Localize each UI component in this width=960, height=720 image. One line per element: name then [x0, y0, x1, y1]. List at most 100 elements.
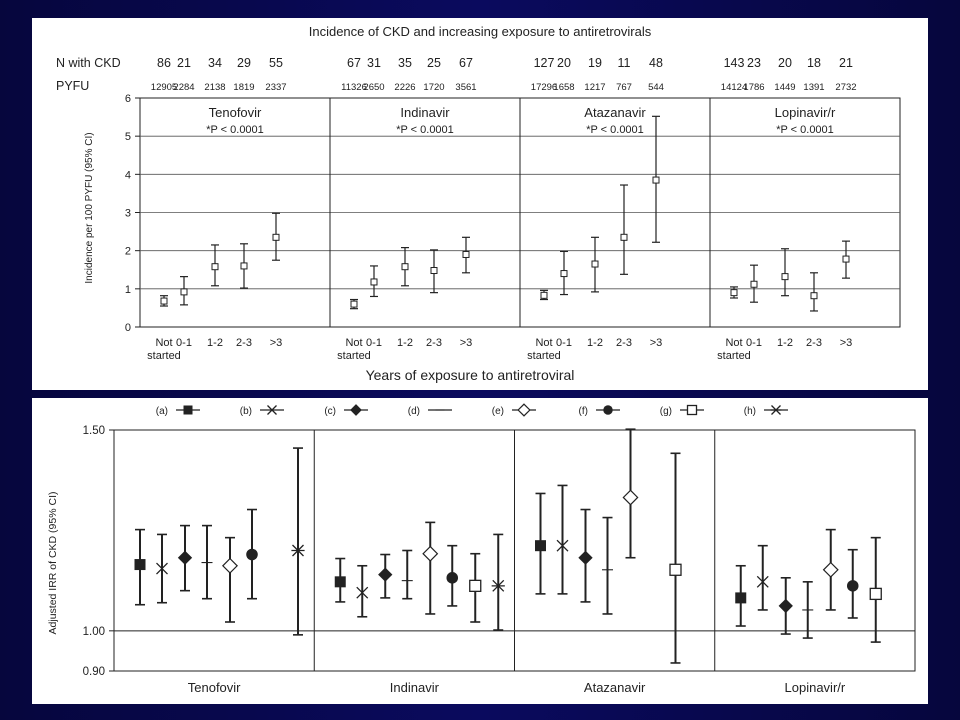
pyfu-value: 12905 [151, 82, 177, 93]
incidence-chart-panel: Incidence of CKD and increasing exposure… [32, 18, 928, 390]
marker-asterisk [770, 405, 782, 415]
pyfu-value: 1658 [553, 82, 574, 93]
category-label: 2-3 [616, 337, 632, 349]
n-with-ckd-value: 143 [724, 56, 745, 70]
marker-open-diamond [822, 561, 839, 578]
y-tick-label: 6 [125, 93, 131, 105]
n-with-ckd-value: 55 [269, 56, 283, 70]
pyfu-value: 11326 [341, 82, 367, 93]
x-axis-label: Years of exposure to antiretroviral [366, 367, 575, 383]
category-label: started [337, 350, 371, 362]
category-label: 2-3 [806, 337, 822, 349]
marker-filled-diamond [378, 567, 393, 582]
marker-filled-diamond [177, 550, 193, 565]
incidence-point [781, 273, 789, 281]
marker-open-square [686, 404, 698, 416]
incidence-point [370, 278, 378, 286]
category-label: 1-2 [397, 337, 413, 349]
y-tick-label: 0.90 [83, 666, 105, 678]
p-value-label: *P < 0.0001 [206, 124, 264, 136]
marker-open-diamond [222, 557, 238, 574]
marker-filled-square [183, 405, 193, 415]
pyfu-value: 3561 [455, 82, 476, 93]
marker-x [156, 562, 168, 575]
incidence-point [160, 297, 168, 305]
incidence-point [211, 263, 219, 271]
incidence-point [272, 233, 280, 241]
category-label: 1-2 [207, 337, 223, 349]
incidence-point [462, 250, 470, 258]
incidence-point [620, 233, 628, 241]
y-tick-label: 2 [125, 246, 131, 258]
marker-x [267, 405, 277, 415]
pyfu-value: 1720 [423, 82, 444, 93]
marker-open-square [669, 563, 682, 576]
category-label: 0-1 [366, 337, 382, 349]
marker-x [756, 575, 769, 588]
incidence-point [730, 289, 738, 297]
n-with-ckd-value: 21 [839, 56, 853, 70]
legend-label: (a) [156, 406, 168, 417]
y-tick-label: 5 [125, 131, 131, 143]
marker-x [556, 539, 569, 552]
p-value-label: *P < 0.0001 [776, 124, 834, 136]
irr-chart-panel: Adjusted IRR of CKD (95% CI) 0.90 1.00 1.5… [32, 398, 928, 704]
y-tick-label: 1.50 [83, 425, 105, 437]
drug-name-label: Indinavir [390, 680, 440, 695]
n-with-ckd-value: 67 [347, 56, 361, 70]
pyfu-value: 2732 [835, 82, 856, 93]
category-label: Not [725, 337, 742, 349]
incidence-point [842, 255, 850, 263]
drug-name-label: Atazanavir [584, 105, 646, 120]
legend-label: (h) [744, 406, 756, 417]
pyfu-value: 2650 [363, 82, 384, 93]
y-tick-label: 4 [125, 169, 131, 181]
category-label: started [147, 350, 181, 362]
pyfu-label: PYFU [56, 79, 89, 93]
incidence-point [652, 176, 660, 184]
category-label: 0-1 [746, 337, 762, 349]
category-label: >3 [650, 337, 663, 349]
marker-open-square [869, 587, 882, 601]
p-value-label: *P < 0.0001 [396, 124, 454, 136]
category-label: 2-3 [426, 337, 442, 349]
drug-name-label: Tenofovir [209, 105, 262, 120]
n-with-ckd-value: 18 [807, 56, 821, 70]
pyfu-value: 1449 [774, 82, 795, 93]
n-with-ckd-value: 35 [398, 56, 412, 70]
y-tick-label: 1.00 [83, 626, 105, 638]
n-with-ckd-value: 31 [367, 56, 381, 70]
n-with-ckd-value: 19 [588, 56, 602, 70]
incidence-point [240, 262, 248, 270]
incidence-point [591, 260, 599, 268]
n-with-ckd-value: 127 [534, 56, 555, 70]
legend-label: (f) [579, 406, 588, 417]
category-label: >3 [270, 337, 283, 349]
drug-name-label: Lopinavir/r [785, 680, 846, 695]
y-tick-label: 0 [125, 322, 131, 334]
n-with-ckd-value: 20 [778, 56, 792, 70]
marker-filled-diamond [778, 598, 793, 614]
category-label: 0-1 [556, 337, 572, 349]
marker-filled-circle [246, 548, 258, 561]
incidence-point [401, 263, 409, 271]
incidence-point [810, 292, 818, 300]
pyfu-value: 1819 [233, 82, 254, 93]
pyfu-value: 767 [616, 82, 632, 93]
n-with-ckd-label: N with CKD [56, 56, 121, 70]
marker-filled-diamond [578, 550, 593, 565]
incidence-point [750, 280, 758, 288]
legend-label: (d) [408, 406, 420, 417]
marker-open-square [469, 579, 482, 592]
y-tick-label: 3 [125, 208, 131, 220]
marker-filled-square [134, 559, 146, 571]
incidence-point [350, 300, 358, 308]
incidence-point [430, 267, 438, 275]
category-label: 1-2 [587, 337, 603, 349]
irr-y-axis-label: Adjusted IRR of CKD (95% CI) [47, 492, 59, 635]
drug-name-label: Atazanavir [584, 680, 646, 695]
marker-filled-square [334, 576, 346, 588]
pyfu-value: 17296 [531, 82, 557, 93]
marker-open-diamond [517, 403, 531, 417]
category-label: >3 [840, 337, 853, 349]
